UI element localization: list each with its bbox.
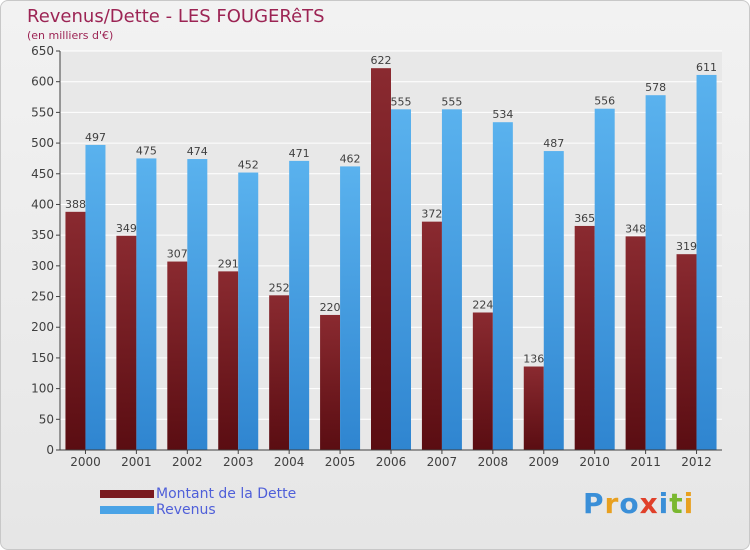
bar-revenue-2007 — [441, 109, 462, 451]
data-label-debt-2005: 220 — [320, 301, 341, 314]
axes: 0 50 100 150 200 250 300 350 400 450 500 550 600 650 2… — [31, 44, 722, 469]
bar-revenue-2000 — [85, 144, 106, 450]
bar-debt-2000 — [65, 211, 86, 450]
bar-debt-2006 — [371, 68, 391, 451]
proxiti-logo: Proxiti — [583, 487, 694, 520]
logo-letter: t — [669, 487, 684, 520]
chart-subtitle: (en milliers d'€) — [27, 29, 114, 42]
x-tick-label-2011: 2011 — [630, 455, 661, 469]
bar-revenue-2006 — [391, 109, 411, 451]
bar-debt-2011 — [625, 236, 646, 450]
legend-swatch-revenue — [100, 506, 154, 514]
bar-revenue-2012 — [696, 74, 717, 450]
y-tick-label: 650 — [31, 44, 54, 58]
y-tick-label: 100 — [31, 382, 54, 396]
bar-debt-2010 — [574, 225, 595, 450]
bar-debt-2001 — [116, 235, 137, 450]
data-label-revenue-2009: 487 — [543, 137, 564, 150]
data-label-revenue-2006: 555 — [391, 95, 412, 108]
y-tick-label: 300 — [31, 259, 54, 273]
logo-letter: i — [658, 487, 670, 520]
data-label-revenue-2000: 497 — [85, 131, 106, 144]
x-tick-label-2001: 2001 — [121, 455, 152, 469]
x-tick-label-2005: 2005 — [325, 455, 356, 469]
bar-revenue-2009 — [543, 151, 564, 450]
bar-revenue-2005 — [340, 166, 361, 450]
x-tick-label-2009: 2009 — [528, 455, 559, 469]
data-label-debt-2008: 224 — [472, 298, 493, 311]
data-label-debt-2009: 136 — [523, 353, 544, 366]
data-label-debt-2010: 365 — [574, 212, 595, 225]
bar-revenue-2010 — [594, 108, 615, 450]
y-tick-label: 600 — [31, 75, 54, 89]
y-tick-label: 250 — [31, 290, 54, 304]
y-tick-label: 350 — [31, 228, 54, 242]
bar-debt-2004 — [269, 295, 290, 450]
bar-debt-2005 — [320, 314, 341, 450]
x-tick-label-2000: 2000 — [70, 455, 101, 469]
logo-letter: x — [639, 487, 659, 520]
logo-letter: P — [583, 487, 605, 520]
data-labels: 388 497 349 475 307 474 291 452 252 471 220 462 622 5… — [65, 54, 717, 365]
data-label-debt-2001: 349 — [116, 222, 137, 235]
bar-debt-2012 — [676, 254, 697, 450]
data-label-revenue-2004: 471 — [289, 147, 310, 160]
chart-title: Revenus/Dette - LES FOUGERêTS — [27, 6, 325, 27]
y-tick-label: 550 — [31, 105, 54, 119]
legend-label-debt: Montant de la Dette — [156, 486, 297, 502]
data-label-revenue-2005: 462 — [340, 152, 361, 165]
y-tick-label: 400 — [31, 197, 54, 211]
bar-revenue-2011 — [645, 95, 666, 450]
data-label-revenue-2001: 475 — [136, 144, 157, 157]
legend-swatch-debt — [100, 490, 154, 498]
bar-debt-2008 — [472, 312, 493, 450]
y-tick-label: 200 — [31, 320, 54, 334]
x-tick-label-2010: 2010 — [579, 455, 610, 469]
bar-revenue-2003 — [238, 172, 259, 450]
logo-letter: i — [683, 487, 695, 520]
bar-revenue-2004 — [289, 160, 310, 450]
data-label-debt-2003: 291 — [218, 257, 239, 270]
y-tick-label: 450 — [31, 167, 54, 181]
data-label-revenue-2007: 555 — [441, 95, 462, 108]
data-label-debt-2004: 252 — [269, 281, 290, 294]
bar-debt-2002 — [167, 261, 188, 450]
legend-label-revenue: Revenus — [156, 502, 216, 518]
x-tick-label-2006: 2006 — [376, 455, 407, 469]
x-tick-label-2007: 2007 — [427, 455, 458, 469]
data-label-revenue-2002: 474 — [187, 145, 208, 158]
bar-revenue-2008 — [492, 122, 513, 451]
logo-letter: o — [619, 487, 640, 520]
y-tick-label: 150 — [31, 351, 54, 365]
data-label-revenue-2008: 534 — [492, 108, 513, 121]
data-label-debt-2002: 307 — [167, 248, 188, 261]
x-tick-label-2003: 2003 — [223, 455, 254, 469]
data-label-debt-2000: 388 — [65, 198, 86, 211]
bar-debt-2003 — [218, 271, 239, 450]
data-label-revenue-2012: 611 — [696, 61, 717, 74]
y-tick-label: 0 — [46, 443, 54, 457]
bar-revenue-2002 — [187, 159, 208, 450]
bars — [65, 68, 717, 451]
x-tick-label-2008: 2008 — [478, 455, 509, 469]
data-label-debt-2006: 622 — [371, 54, 392, 67]
x-tick-label-2012: 2012 — [681, 455, 712, 469]
bar-debt-2009 — [523, 366, 544, 450]
data-label-debt-2007: 372 — [421, 208, 442, 221]
data-label-revenue-2011: 578 — [645, 81, 666, 94]
data-label-debt-2012: 319 — [676, 240, 697, 253]
data-label-revenue-2010: 556 — [594, 95, 615, 108]
logo-letter: r — [604, 487, 620, 520]
bar-revenue-2001 — [136, 158, 157, 450]
y-tick-label: 500 — [31, 136, 54, 150]
y-tick-label: 50 — [39, 412, 54, 426]
x-tick-label-2004: 2004 — [274, 455, 305, 469]
x-tick-label-2002: 2002 — [172, 455, 203, 469]
data-label-revenue-2003: 452 — [238, 159, 259, 172]
data-label-debt-2011: 348 — [625, 222, 646, 235]
bar-debt-2007 — [421, 221, 442, 450]
